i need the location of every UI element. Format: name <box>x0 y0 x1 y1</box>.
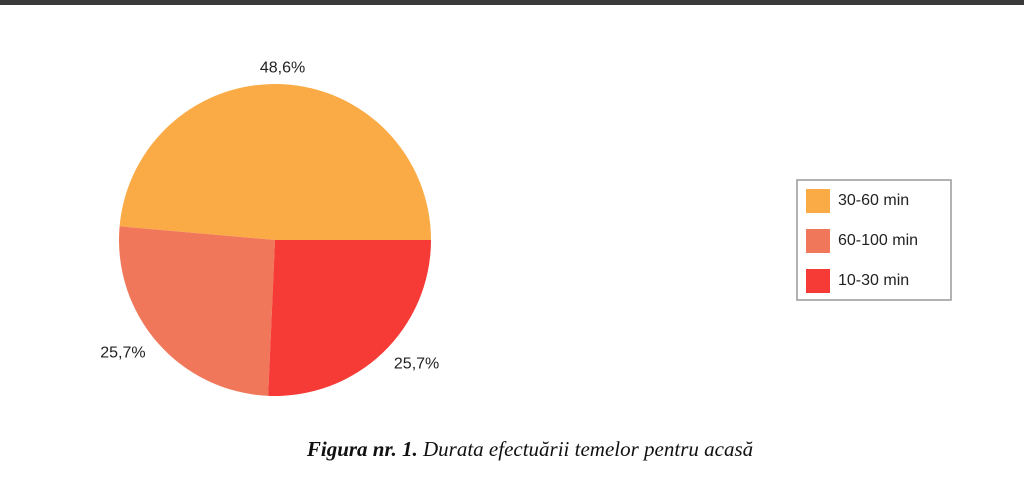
legend-label: 30-60 min <box>838 192 909 209</box>
value-label: 48,6% <box>260 59 305 76</box>
value-label: 25,7% <box>100 345 145 362</box>
legend-swatch <box>806 269 830 293</box>
legend-label: 60-100 min <box>838 232 918 249</box>
legend-swatch <box>806 189 830 213</box>
legend-label: 10-30 min <box>838 272 909 289</box>
caption-text: Durata efectuării temelor pentru acasă <box>422 437 753 461</box>
pie-slice <box>268 240 431 397</box>
pie-slice <box>119 226 275 396</box>
caption-label: Figura nr. 1. <box>306 437 418 461</box>
value-label: 25,7% <box>394 355 439 372</box>
pie-slice <box>119 83 432 241</box>
top-bar <box>0 0 1024 5</box>
legend-swatch <box>806 229 830 253</box>
caption: Figura nr. 1. Durata efectuării temelor … <box>306 437 753 461</box>
